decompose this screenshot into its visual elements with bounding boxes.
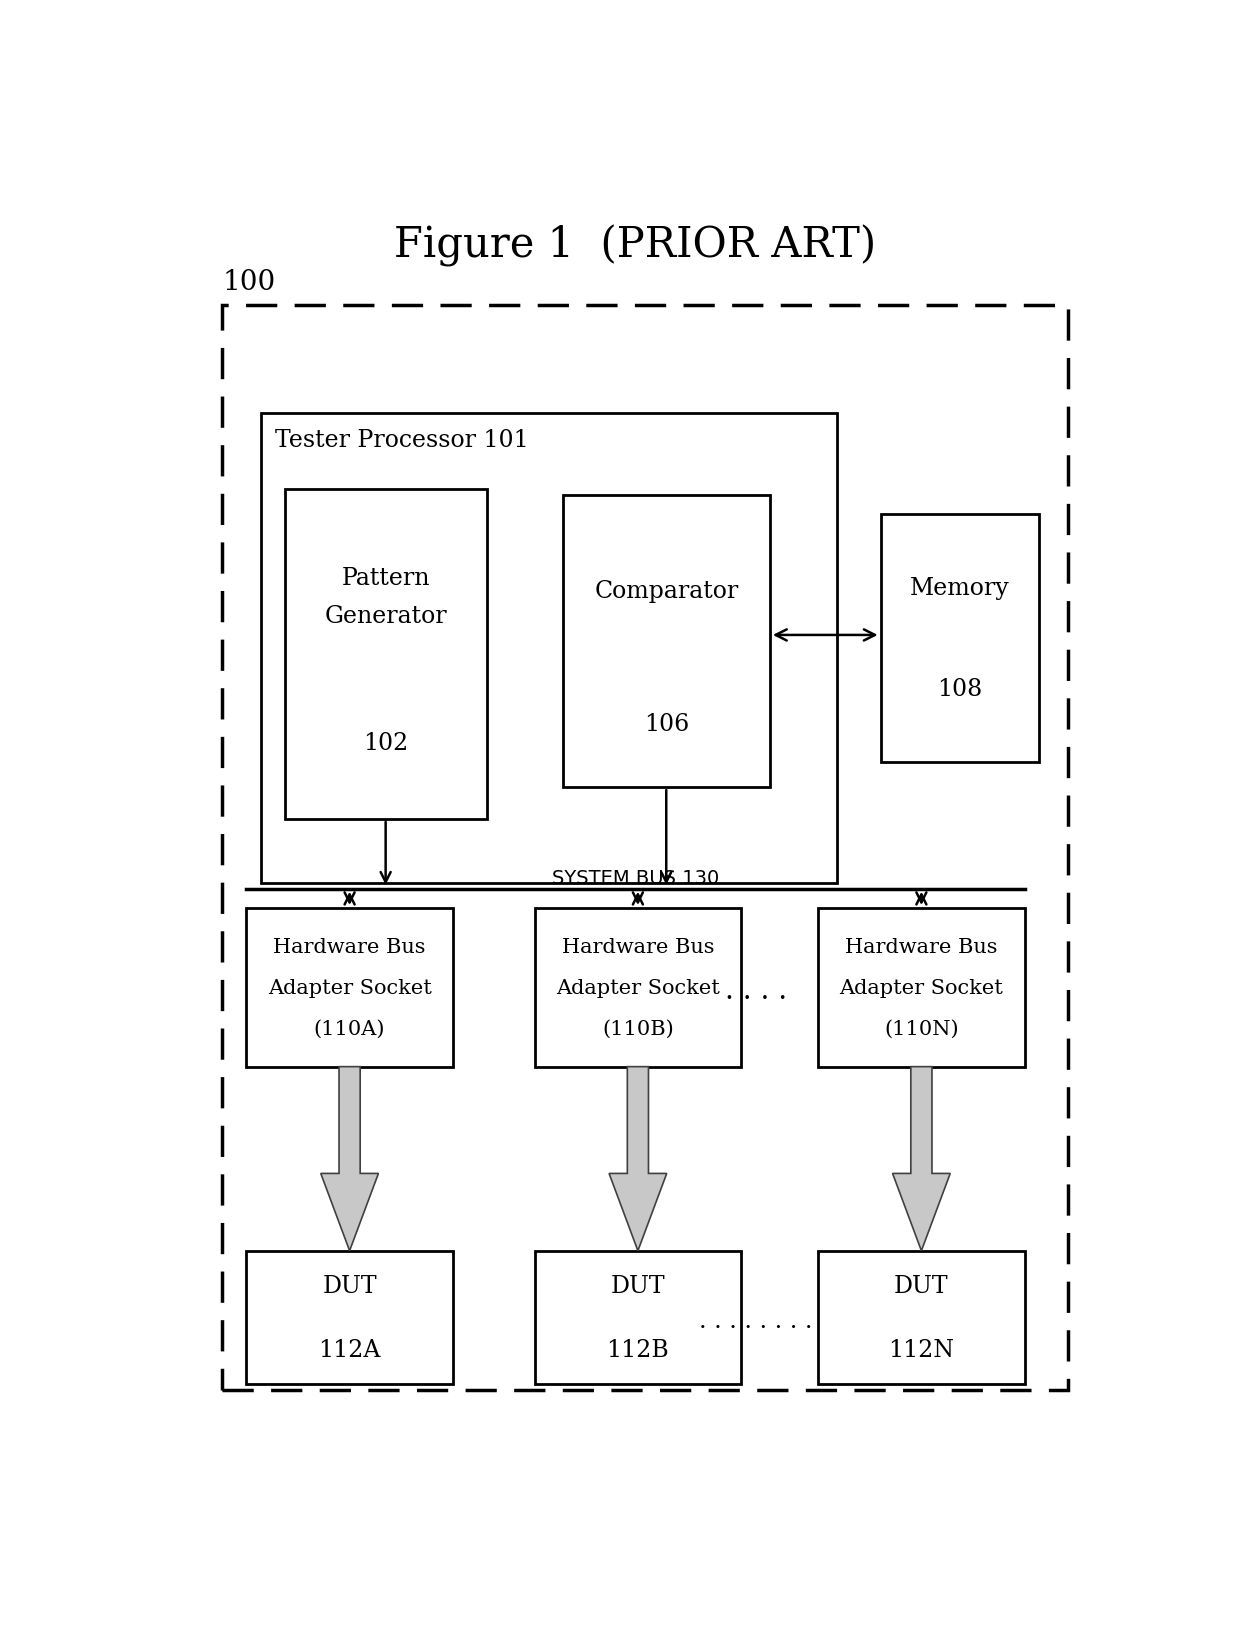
Bar bbox=[260, 414, 837, 883]
Bar bbox=[534, 1251, 742, 1384]
Text: DUT: DUT bbox=[894, 1274, 949, 1297]
Text: Hardware Bus: Hardware Bus bbox=[273, 938, 425, 956]
Text: Tester Processor 101: Tester Processor 101 bbox=[275, 428, 529, 452]
Text: 112B: 112B bbox=[606, 1338, 670, 1361]
Bar bbox=[534, 908, 742, 1066]
Text: (110B): (110B) bbox=[603, 1018, 673, 1038]
Text: (110N): (110N) bbox=[884, 1018, 959, 1038]
Text: 112A: 112A bbox=[319, 1338, 381, 1361]
Text: 102: 102 bbox=[363, 732, 408, 755]
Text: DUT: DUT bbox=[610, 1274, 665, 1297]
Text: Hardware Bus: Hardware Bus bbox=[846, 938, 998, 956]
FancyArrow shape bbox=[893, 1066, 950, 1251]
Bar bbox=[818, 908, 1024, 1066]
Text: 106: 106 bbox=[644, 714, 689, 737]
Text: Generator: Generator bbox=[325, 605, 446, 628]
FancyArrow shape bbox=[321, 1066, 378, 1251]
Text: . . . .: . . . . bbox=[724, 977, 786, 1004]
Bar bbox=[222, 305, 1068, 1391]
Text: Figure 1  (PRIOR ART): Figure 1 (PRIOR ART) bbox=[394, 224, 877, 267]
FancyArrow shape bbox=[609, 1066, 667, 1251]
Bar bbox=[247, 908, 453, 1066]
Text: . . . . . . . .: . . . . . . . . bbox=[699, 1309, 812, 1332]
Text: Hardware Bus: Hardware Bus bbox=[562, 938, 714, 956]
Bar bbox=[285, 489, 486, 819]
Text: Adapter Socket: Adapter Socket bbox=[556, 979, 720, 997]
Bar bbox=[880, 514, 1039, 763]
Text: Comparator: Comparator bbox=[595, 580, 739, 603]
Text: 108: 108 bbox=[937, 677, 982, 700]
Text: SYSTEM BUS 130: SYSTEM BUS 130 bbox=[552, 868, 719, 887]
Text: (110A): (110A) bbox=[314, 1018, 386, 1038]
Bar bbox=[818, 1251, 1024, 1384]
Text: 100: 100 bbox=[222, 269, 275, 295]
Text: DUT: DUT bbox=[322, 1274, 377, 1297]
Text: Memory: Memory bbox=[910, 577, 1009, 600]
Text: 112N: 112N bbox=[888, 1338, 955, 1361]
Text: Pattern: Pattern bbox=[341, 567, 430, 590]
Text: Adapter Socket: Adapter Socket bbox=[839, 979, 1003, 997]
Bar bbox=[563, 496, 770, 788]
Bar bbox=[247, 1251, 453, 1384]
Text: Adapter Socket: Adapter Socket bbox=[268, 979, 432, 997]
